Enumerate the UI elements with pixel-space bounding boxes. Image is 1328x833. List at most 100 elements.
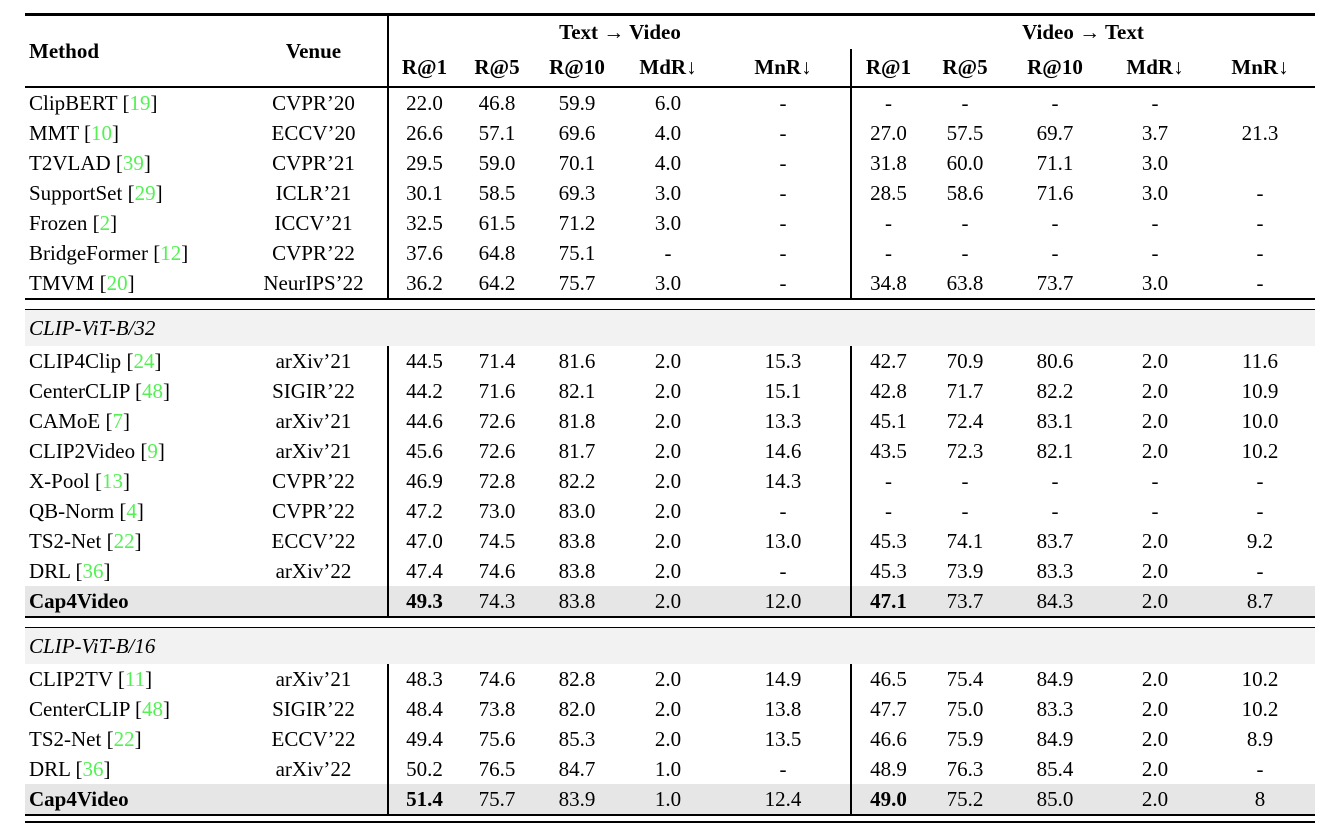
col-header-v2t-metric: R@10 xyxy=(1005,49,1105,88)
metric-cell: 10.2 xyxy=(1241,666,1279,691)
method-cell: ClipBERT [19] xyxy=(25,87,240,118)
metric-cell: - xyxy=(779,90,787,115)
citation-bracket-open: [ xyxy=(134,378,142,403)
table-row: T2VLAD [39] CVPR’21 29.5 59.0 70.1 4.0 - 31.8 60… xyxy=(25,148,1315,178)
citation-bracket-close: ] xyxy=(110,210,118,235)
citation-link[interactable]: 2 xyxy=(99,210,111,235)
citation-link[interactable]: 19 xyxy=(129,90,151,115)
metric-cell: - xyxy=(779,558,787,583)
metric-cell: 58.6 xyxy=(946,180,984,205)
metric-cell: 75.1 xyxy=(558,240,596,265)
table-row: ClipBERT [19] CVPR’20 22.0 46.8 59.9 6.0 - - - - - xyxy=(25,87,1315,118)
metric-cell: 83.3 xyxy=(1036,558,1074,583)
citation-bracket-close: ] xyxy=(162,378,170,403)
metric-cell: 75.0 xyxy=(946,696,984,721)
metric-cell: 2.0 xyxy=(1141,756,1169,781)
venue-cell: CVPR’22 xyxy=(272,498,355,523)
metric-cell: 73.7 xyxy=(925,586,1005,617)
metric-cell: 61.5 xyxy=(478,210,516,235)
metric-cell: 84.7 xyxy=(558,756,596,781)
metric-cell: 47.7 xyxy=(850,694,925,724)
metric-cell: 72.4 xyxy=(946,408,984,433)
table-row: Cap4Video 49.3 74.3 83.8 2.0 12.0 47.1 73.7 84.3… xyxy=(25,586,1316,617)
metric-cell: 2.0 xyxy=(1141,528,1169,553)
citation-bracket-open: [ xyxy=(105,408,113,433)
citation-link[interactable]: 22 xyxy=(113,726,135,751)
citation-bracket-close: ] xyxy=(122,468,130,493)
metric-cell: 74.6 xyxy=(478,666,516,691)
citation-link[interactable]: 20 xyxy=(106,270,128,295)
table-row: DRL [36] arXiv’22 50.2 76.5 84.7 1.0 - 48.9 76.3… xyxy=(25,754,1315,784)
venue-cell: arXiv’21 xyxy=(275,666,352,691)
citation-link[interactable]: 36 xyxy=(82,558,104,583)
citation-bracket-close: ] xyxy=(157,438,165,463)
metric-cell: 75.7 xyxy=(558,270,596,295)
metric-cell: 2.0 xyxy=(1141,558,1169,583)
method-name: X-Pool xyxy=(29,468,90,493)
citation-link[interactable]: 7 xyxy=(112,408,123,433)
citation-bracket-open: [ xyxy=(122,90,130,115)
metric-cell: 44.5 xyxy=(387,346,460,376)
citation-bracket-open: [ xyxy=(134,696,142,721)
method-name: CLIP2Video xyxy=(29,438,136,463)
section-banner: CLIP-ViT-B/16 xyxy=(25,627,1316,664)
citation-link[interactable]: 10 xyxy=(91,120,113,145)
metric-cell: 75.7 xyxy=(460,784,534,815)
metric-cell: 1.0 xyxy=(654,756,682,781)
method-name: ClipBERT xyxy=(29,90,118,115)
citation-bracket-close: ] xyxy=(127,270,135,295)
metric-cell: 71.1 xyxy=(1036,150,1074,175)
results-table: Method Venue Text → Video Video → Text R… xyxy=(25,13,1316,823)
metric-cell: 2.0 xyxy=(654,558,682,583)
citation-bracket-open: [ xyxy=(75,756,83,781)
citation-bracket-open: [ xyxy=(75,558,83,583)
metric-cell: 2.0 xyxy=(1105,586,1205,617)
method-name: TS2-Net xyxy=(29,726,102,751)
metric-cell: - xyxy=(1256,558,1264,583)
metric-cell: - xyxy=(1051,240,1059,265)
citation-bracket-open: [ xyxy=(140,438,148,463)
citation-link[interactable]: 22 xyxy=(113,528,135,553)
citation-link[interactable]: 12 xyxy=(160,240,182,265)
metric-cell: 85.4 xyxy=(1036,756,1074,781)
citation-link[interactable]: 29 xyxy=(134,180,156,205)
method-cell: MMT [10] xyxy=(25,118,240,148)
metric-cell: 8 xyxy=(1205,784,1316,815)
venue-cell: CVPR’20 xyxy=(272,90,355,115)
metric-cell: 75.6 xyxy=(478,726,516,751)
citation-link[interactable]: 24 xyxy=(133,348,155,373)
citation-link[interactable]: 11 xyxy=(124,666,146,691)
metric-cell: 12.4 xyxy=(716,784,851,815)
citation-link[interactable]: 4 xyxy=(126,498,137,523)
metric-cell: 34.8 xyxy=(850,268,925,299)
metric-cell: 69.7 xyxy=(1036,120,1074,145)
metric-cell: 13.0 xyxy=(764,528,802,553)
metric-cell: 2.0 xyxy=(654,468,682,493)
citation-link[interactable]: 13 xyxy=(101,468,123,493)
citation-link[interactable]: 39 xyxy=(122,150,144,175)
metric-cell: 2.0 xyxy=(654,408,682,433)
citation-link[interactable]: 48 xyxy=(141,378,163,403)
col-group-video-to-text: Video → Text xyxy=(1022,20,1144,44)
metric-cell: 64.2 xyxy=(478,270,516,295)
col-header-method: Method xyxy=(25,14,240,88)
metric-cell: 81.7 xyxy=(558,438,596,463)
metric-cell: - xyxy=(961,240,969,265)
metric-cell: 2.0 xyxy=(1141,696,1169,721)
metric-cell: 30.1 xyxy=(387,178,460,208)
col-header-t2v-metric: R@10 xyxy=(534,49,620,88)
metric-cell: 85.3 xyxy=(558,726,596,751)
header-metric-row: R@1 R@5 R@10 MdR↓ MnR↓ R@1 R@5 R@10 MdR↓ MnR↓ xyxy=(25,49,1316,88)
table-row: MMT [10] ECCV’20 26.6 57.1 69.6 4.0 - 27.0 57.5 6… xyxy=(25,118,1315,148)
citation-link[interactable]: 36 xyxy=(82,756,104,781)
metric-cell: 36.2 xyxy=(387,268,460,299)
metric-cell: 4.0 xyxy=(654,120,682,145)
metric-cell: 10.2 xyxy=(1241,438,1279,463)
col-header-t2v-metric: MdR↓ xyxy=(620,49,716,88)
metric-cell: 84.9 xyxy=(1036,666,1074,691)
citation-link[interactable]: 9 xyxy=(147,438,158,463)
citation-bracket-open: [ xyxy=(92,210,100,235)
citation-link[interactable]: 48 xyxy=(141,696,163,721)
metric-cell: 47.2 xyxy=(387,496,460,526)
metric-cell: 74.1 xyxy=(946,528,984,553)
